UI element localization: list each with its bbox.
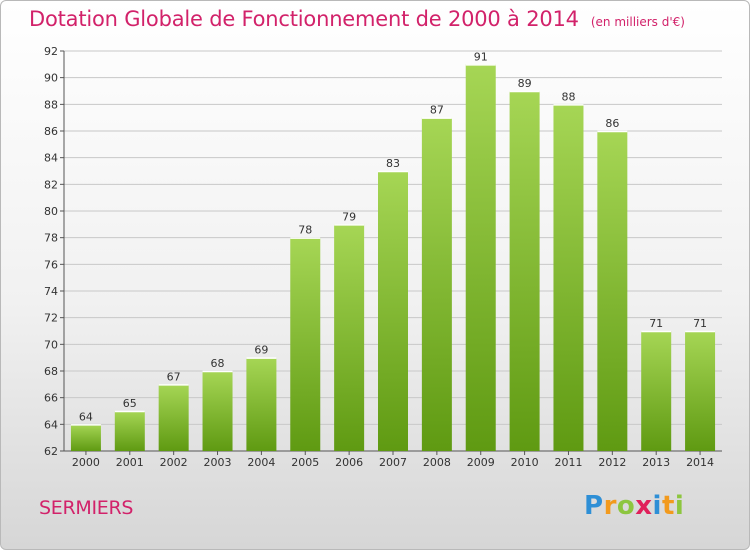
logo-letter: r — [603, 491, 617, 521]
chart-title: Dotation Globale de Fonctionnement de 20… — [29, 7, 685, 31]
x-tick-label: 2013 — [642, 456, 670, 469]
bar-2005 — [290, 237, 321, 451]
x-tick-label: 2007 — [379, 456, 407, 469]
commune-name: SERMIERS — [39, 497, 134, 519]
bar-2003 — [202, 371, 233, 451]
x-tick-label: 2014 — [686, 456, 714, 469]
x-tick-label: 2012 — [598, 456, 626, 469]
bar-2004 — [246, 357, 277, 451]
x-tick-label: 2002 — [160, 456, 188, 469]
value-labels: 64 65 67 68 69 78 79 83 87 91 89 88 86 71 71 — [79, 50, 707, 423]
x-tick-label: 2010 — [511, 456, 539, 469]
x-tick-label: 2000 — [72, 456, 100, 469]
bar-2009 — [465, 64, 496, 452]
y-tick-label: 74 — [44, 285, 58, 298]
value-label: 64 — [79, 410, 93, 423]
y-tick-label: 84 — [44, 152, 58, 165]
bars — [70, 64, 716, 452]
value-label: 88 — [561, 90, 575, 103]
y-tick-label: 70 — [44, 338, 58, 351]
value-label: 71 — [693, 317, 707, 330]
bar-2007 — [378, 171, 408, 451]
x-tick-label: 2006 — [335, 456, 363, 469]
y-tick-label: 76 — [44, 258, 58, 271]
logo-letter: i — [674, 491, 685, 521]
chart-title-text: Dotation Globale de Fonctionnement de 20… — [29, 7, 579, 31]
bar-2008 — [421, 117, 452, 452]
x-tick-label: 2001 — [116, 456, 144, 469]
chart-unit-label: (en milliers d'€) — [590, 15, 685, 29]
y-tick-label: 92 — [44, 45, 58, 58]
proxiti-logo: Proxiti — [584, 491, 684, 521]
value-label: 91 — [474, 50, 488, 63]
value-label: 87 — [430, 104, 444, 117]
x-tick-label: 2011 — [554, 456, 582, 469]
logo-letter: P — [584, 491, 604, 521]
value-label: 89 — [518, 77, 532, 90]
bar-2000 — [70, 424, 101, 451]
bar-2012 — [597, 131, 628, 451]
value-label: 71 — [649, 317, 663, 330]
y-tick-label: 86 — [44, 125, 58, 138]
bar-2006 — [334, 224, 365, 451]
bar-2010 — [509, 91, 540, 451]
logo-letter: i — [652, 491, 662, 521]
value-label: 68 — [211, 357, 225, 370]
logo-letter: x — [635, 491, 653, 521]
x-tick-labels: 2000 2001 2002 2003 2004 2005 2006 2007 2008 2009… — [72, 456, 714, 469]
x-tick-label: 2003 — [204, 456, 232, 469]
logo-letter: t — [661, 491, 675, 521]
x-tick-label: 2005 — [291, 456, 319, 469]
x-tick-label: 2004 — [247, 456, 275, 469]
value-label: 79 — [342, 210, 356, 223]
value-label: 78 — [298, 224, 312, 237]
y-tick-label: 90 — [44, 72, 58, 85]
y-tick-label: 64 — [44, 418, 58, 431]
value-label: 69 — [254, 344, 268, 357]
bar-2001 — [114, 411, 145, 451]
bar-2014 — [685, 331, 716, 451]
y-tick-label: 80 — [44, 205, 58, 218]
y-tick-label: 72 — [44, 312, 58, 325]
y-tick-label: 68 — [44, 365, 58, 378]
value-label: 86 — [605, 117, 619, 130]
value-label: 83 — [386, 157, 400, 170]
logo-letter: o — [616, 491, 636, 521]
bar-2002 — [158, 384, 189, 451]
y-tick-label: 78 — [44, 232, 58, 245]
bar-2011 — [553, 104, 584, 451]
bar-2013 — [641, 331, 672, 451]
value-label: 67 — [167, 370, 181, 383]
y-tick-label: 62 — [44, 445, 58, 458]
y-tick-label: 88 — [44, 98, 58, 111]
x-tick-label: 2008 — [423, 456, 451, 469]
value-label: 65 — [123, 397, 137, 410]
y-tick-label: 82 — [44, 178, 58, 191]
y-tick-label: 66 — [44, 392, 58, 405]
y-tick-labels: 62 64 66 68 70 72 74 76 78 80 82 84 86 88 90 92 — [44, 45, 58, 458]
x-tick-label: 2009 — [467, 456, 495, 469]
